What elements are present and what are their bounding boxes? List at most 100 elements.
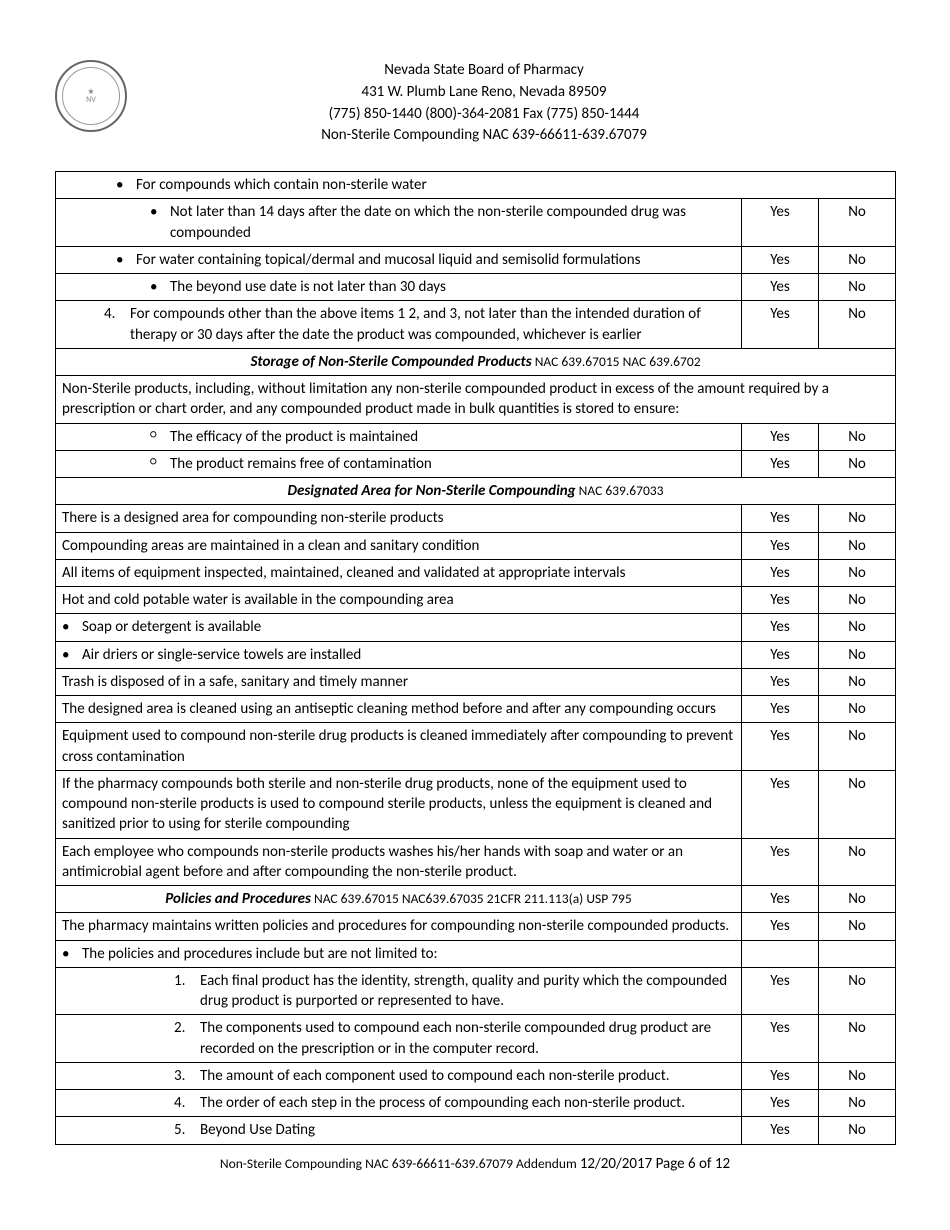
yes-cell: Yes: [742, 1117, 819, 1144]
yes-cell: Yes: [742, 532, 819, 559]
table-row: 4.The order of each step in the process …: [56, 1090, 896, 1117]
cell-text: The components used to compound each non…: [200, 1018, 735, 1059]
yes-cell: Yes: [742, 614, 819, 641]
no-cell: No: [819, 614, 896, 641]
table-row: If the pharmacy compounds both sterile a…: [56, 770, 896, 838]
cell-text: The pharmacy maintains written policies …: [56, 913, 742, 940]
no-cell: No: [819, 641, 896, 668]
yes-cell: Yes: [742, 696, 819, 723]
header-text: Nevada State Board of Pharmacy 431 W. Pl…: [145, 60, 895, 147]
no-cell: No: [819, 559, 896, 586]
cell-text: All items of equipment inspected, mainta…: [56, 559, 742, 586]
table-row: 4.For compounds other than the above ite…: [56, 301, 896, 349]
cell-text: The product remains free of contaminatio…: [170, 454, 735, 474]
page-footer: Non-Sterile Compounding NAC 639-66611-63…: [55, 1155, 895, 1173]
table-row: •Soap or detergent is available Yes No: [56, 614, 896, 641]
checklist-table: •For compounds which contain non-sterile…: [55, 171, 896, 1145]
no-cell: No: [819, 913, 896, 940]
no-cell: No: [819, 723, 896, 771]
section-row: Designated Area for Non-Sterile Compound…: [56, 478, 896, 505]
table-row: •Air driers or single-service towels are…: [56, 641, 896, 668]
table-row: ○The efficacy of the product is maintain…: [56, 423, 896, 450]
yes-cell: Yes: [742, 1062, 819, 1089]
table-row: Trash is disposed of in a safe, sanitary…: [56, 668, 896, 695]
no-cell: No: [819, 668, 896, 695]
no-cell: No: [819, 423, 896, 450]
footer-ref: Non-Sterile Compounding NAC 639-66611-63…: [220, 1155, 580, 1172]
yes-cell: Yes: [742, 1015, 819, 1063]
org-phone: (775) 850-1440 (800)-364-2081 Fax (775) …: [145, 104, 823, 126]
table-row: Non-Sterile products, including, without…: [56, 376, 896, 424]
no-cell: No: [819, 532, 896, 559]
no-cell: No: [819, 1062, 896, 1089]
section-ref: NAC 639.67033: [576, 482, 664, 499]
no-cell: No: [819, 199, 896, 247]
cell-text: The order of each step in the process of…: [200, 1093, 735, 1113]
cell-text: Not later than 14 days after the date on…: [170, 202, 735, 243]
cell-text: The designed area is cleaned using an an…: [56, 696, 742, 723]
table-row: All items of equipment inspected, mainta…: [56, 559, 896, 586]
table-row: Each employee who compounds non-sterile …: [56, 838, 896, 886]
no-cell: No: [819, 1015, 896, 1063]
yes-cell: Yes: [742, 668, 819, 695]
cell-text: The amount of each component used to com…: [200, 1066, 735, 1086]
yes-cell: Yes: [742, 301, 819, 349]
table-row: Compounding areas are maintained in a cl…: [56, 532, 896, 559]
table-row: •For compounds which contain non-sterile…: [56, 172, 896, 199]
footer-page: Page 6 of 12: [652, 1155, 730, 1173]
cell-text: Non-Sterile products, including, without…: [56, 376, 896, 424]
cell-text: Soap or detergent is available: [82, 617, 735, 637]
table-row: The pharmacy maintains written policies …: [56, 913, 896, 940]
cell-text: Trash is disposed of in a safe, sanitary…: [56, 668, 742, 695]
yes-cell: Yes: [742, 1090, 819, 1117]
state-seal-icon: ★NV: [55, 60, 127, 132]
table-row: There is a designed area for compounding…: [56, 505, 896, 532]
doc-title: Non-Sterile Compounding NAC 639-66611-63…: [145, 125, 823, 147]
footer-date: 12/20/2017: [580, 1155, 652, 1173]
table-row: 3.The amount of each component used to c…: [56, 1062, 896, 1089]
no-cell: No: [819, 450, 896, 477]
table-row: Hot and cold potable water is available …: [56, 587, 896, 614]
yes-cell: Yes: [742, 838, 819, 886]
yes-cell: Yes: [742, 913, 819, 940]
yes-cell: Yes: [742, 967, 819, 1015]
yes-cell: Yes: [742, 450, 819, 477]
yes-cell: Yes: [742, 246, 819, 273]
section-row: Storage of Non-Sterile Compounded Produc…: [56, 348, 896, 375]
cell-text: For compounds which contain non-sterile …: [136, 175, 889, 195]
no-cell: No: [819, 1117, 896, 1144]
no-cell: No: [819, 967, 896, 1015]
cell-text: The efficacy of the product is maintaine…: [170, 427, 735, 447]
no-cell: No: [819, 1090, 896, 1117]
no-cell: No: [819, 587, 896, 614]
no-cell: No: [819, 301, 896, 349]
table-row: •For water containing topical/dermal and…: [56, 246, 896, 273]
cell-text: The policies and procedures include but …: [82, 944, 735, 964]
org-name: Nevada State Board of Pharmacy: [145, 60, 823, 82]
yes-cell: Yes: [742, 423, 819, 450]
yes-cell: Yes: [742, 559, 819, 586]
section-ref: NAC 639.67015 NAC639.67035 21CFR 211.113…: [311, 890, 632, 907]
yes-cell: Yes: [742, 274, 819, 301]
no-cell: No: [819, 838, 896, 886]
cell-text: If the pharmacy compounds both sterile a…: [56, 770, 742, 838]
table-row: •The beyond use date is not later than 3…: [56, 274, 896, 301]
yes-cell: Yes: [742, 886, 819, 913]
section-ref: NAC 639.67015 NAC 639.6702: [532, 353, 701, 370]
org-address: 431 W. Plumb Lane Reno, Nevada 89509: [145, 82, 823, 104]
section-row: Policies and Procedures NAC 639.67015 NA…: [56, 886, 896, 913]
cell-text: For compounds other than the above items…: [130, 304, 735, 345]
table-row: •The policies and procedures include but…: [56, 940, 896, 967]
table-row: •Not later than 14 days after the date o…: [56, 199, 896, 247]
no-cell: No: [819, 505, 896, 532]
cell-text: There is a designed area for compounding…: [56, 505, 742, 532]
table-row: The designed area is cleaned using an an…: [56, 696, 896, 723]
table-row: 2.The components used to compound each n…: [56, 1015, 896, 1063]
no-cell: No: [819, 696, 896, 723]
table-row: 1.Each final product has the identity, s…: [56, 967, 896, 1015]
yes-cell: Yes: [742, 505, 819, 532]
table-row: Equipment used to compound non-sterile d…: [56, 723, 896, 771]
cell-text: Air driers or single-service towels are …: [82, 645, 735, 665]
cell-text: Hot and cold potable water is available …: [56, 587, 742, 614]
cell-text: Each employee who compounds non-sterile …: [56, 838, 742, 886]
